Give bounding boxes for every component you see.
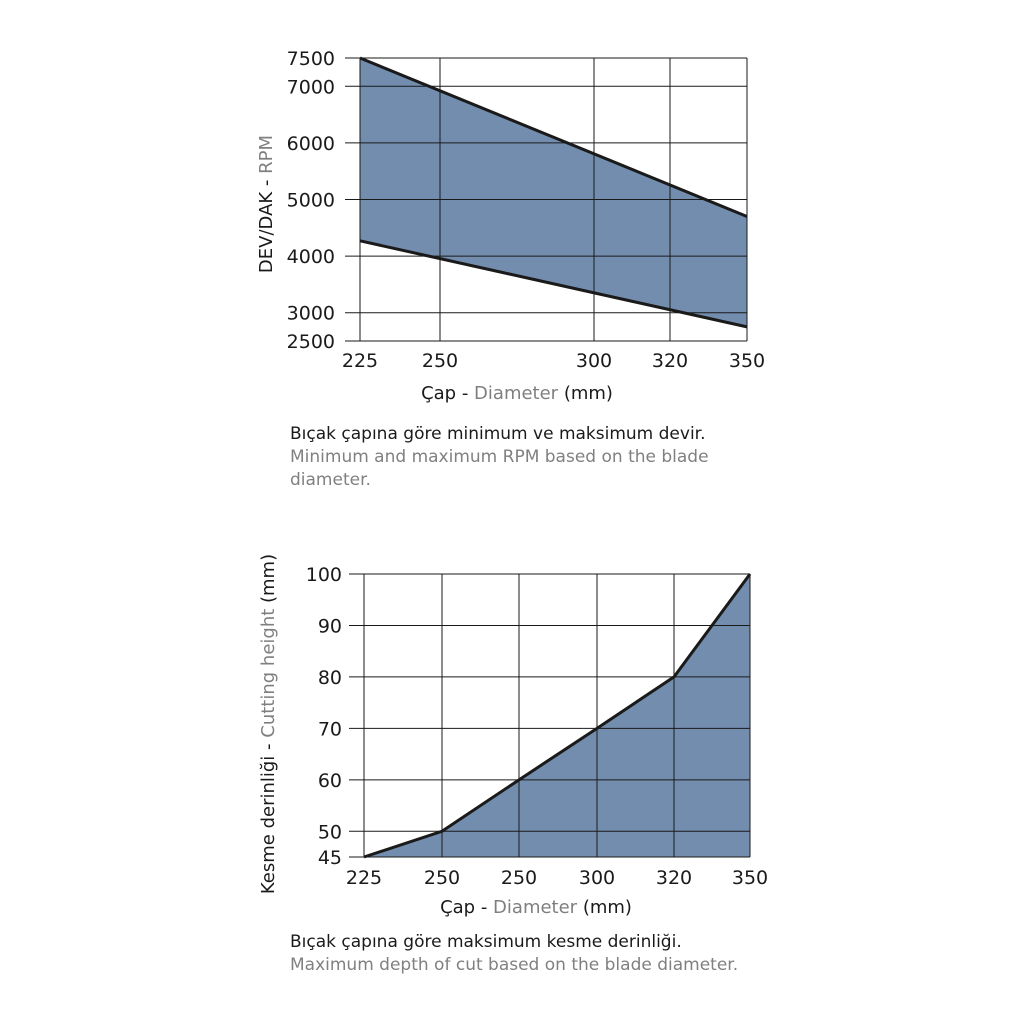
cutting-caption-tr: Bıçak çapına göre maksimum kesme derinli… xyxy=(290,932,682,952)
rpm-range-area xyxy=(360,58,747,327)
cut-xtick-5: 350 xyxy=(732,867,768,889)
rpm-xtick-1: 250 xyxy=(422,350,458,372)
cutting-caption-en: Maximum depth of cut based on the blade … xyxy=(290,955,739,975)
cut-ylabel: Kesme derinliği - Cutting height (mm) xyxy=(258,554,279,894)
rpm-ylabel-en: RPM xyxy=(256,135,277,174)
cut-ytick-50: 50 xyxy=(318,821,342,843)
cut-ytick-60: 60 xyxy=(318,770,342,792)
rpm-xtick-0: 225 xyxy=(342,350,378,372)
cut-xtick-1: 250 xyxy=(424,867,460,889)
cutting-height-area xyxy=(364,574,750,857)
rpm-xlabel-en: Diameter xyxy=(474,383,559,404)
rpm-min-line xyxy=(359,239,748,329)
rpm-ytick-4000: 4000 xyxy=(287,246,335,268)
rpm-caption-tr: Bıçak çapına göre minimum ve maksimum de… xyxy=(290,424,706,444)
cut-xtick-0: 225 xyxy=(346,867,382,889)
rpm-caption-en: Minimum and maximum RPM based on the bla… xyxy=(290,447,709,490)
cut-xtick-2: 250 xyxy=(501,867,537,889)
rpm-xlabel-sep: - xyxy=(456,383,474,404)
rpm-ytick-5000: 5000 xyxy=(287,190,335,212)
cut-xtick-4: 320 xyxy=(656,867,692,889)
rpm-ylabel: DEV/DAK - RPM xyxy=(256,135,277,273)
rpm-xlabel-unit: (mm) xyxy=(558,383,613,404)
rpm-ytick-3000: 3000 xyxy=(287,303,335,325)
cut-xlabel-en: Diameter xyxy=(493,897,578,918)
cutting-height-line xyxy=(363,573,752,859)
rpm-xtick-2: 300 xyxy=(576,350,612,372)
cut-ylabel-en: Cutting height xyxy=(258,609,279,738)
cut-ylabel-tr: Kesme derinliği xyxy=(258,756,279,894)
cut-ytick-100: 100 xyxy=(306,564,342,586)
rpm-ytick-6000: 6000 xyxy=(287,133,335,155)
rpm-ylabel-tr: DEV/DAK xyxy=(256,191,277,273)
rpm-ytick-2500: 2500 xyxy=(287,331,335,353)
cut-xlabel-tr: Çap xyxy=(440,897,475,918)
rpm-max-line xyxy=(359,56,748,218)
rpm-caption: Bıçak çapına göre minimum ve maksimum de… xyxy=(290,423,750,492)
cut-xlabel-sep: - xyxy=(475,897,493,918)
cut-ytick-90: 90 xyxy=(318,615,342,637)
rpm-ytick-7500: 7500 xyxy=(287,48,335,70)
cut-ytick-80: 80 xyxy=(318,667,342,689)
rpm-xtick-4: 350 xyxy=(729,350,765,372)
cut-ytick-45: 45 xyxy=(318,847,342,869)
rpm-ylabel-sep: - xyxy=(256,174,277,192)
cut-ylabel-sep: - xyxy=(258,738,279,756)
cutting-caption: Bıçak çapına göre maksimum kesme derinli… xyxy=(290,931,770,977)
cut-ylabel-unit: (mm) xyxy=(258,554,279,609)
rpm-xlabel-tr: Çap xyxy=(421,383,456,404)
rpm-xtick-3: 320 xyxy=(652,350,688,372)
rpm-xlabel: Çap - Diameter (mm) xyxy=(421,383,613,404)
rpm-ytick-7000: 7000 xyxy=(287,76,335,98)
cut-xlabel-unit: (mm) xyxy=(577,897,632,918)
cut-xlabel: Çap - Diameter (mm) xyxy=(440,897,632,918)
cut-ytick-70: 70 xyxy=(318,718,342,740)
cut-xtick-3: 300 xyxy=(579,867,615,889)
